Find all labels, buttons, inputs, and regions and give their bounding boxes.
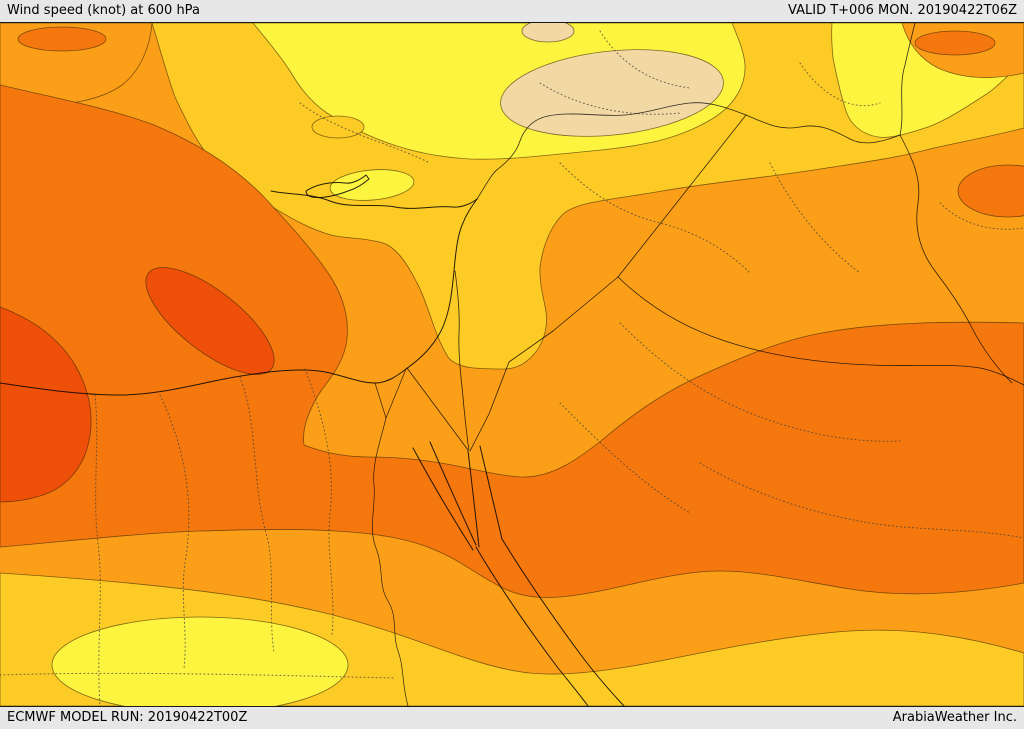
dotted-admin-turkey-north — [599, 30, 691, 89]
band-yellow-southwest — [51, 616, 349, 706]
dotted-admin-iran — [939, 202, 1024, 230]
dotted-admin-saudi-east — [699, 462, 1024, 539]
iran-iraq-border — [899, 134, 1013, 384]
band-dark-orange-main — [0, 84, 1024, 598]
admin-boundaries-dotted — [0, 30, 1024, 706]
turkey-iraq-border — [745, 114, 901, 144]
cyprus-island-outline — [305, 174, 370, 198]
band-red-orange-core-west — [0, 306, 92, 503]
band-red-orange-core-inland — [145, 267, 275, 375]
jordan-saudi-border — [469, 330, 554, 452]
syria-iraq-border — [617, 114, 747, 278]
iraq-saudi-border — [617, 276, 1024, 386]
dotted-admin-iraq — [769, 162, 861, 274]
band-yellow-spot-cyprus — [329, 169, 415, 201]
dotted-admin-egypt-central — [239, 376, 275, 654]
red-sea-west-coast — [475, 546, 589, 706]
country-borders — [406, 23, 1024, 452]
dotted-admin-turkey-west — [299, 102, 431, 164]
dotted-boundary-egypt-libya — [94, 394, 101, 706]
gulf-of-aqaba-west-shore — [467, 450, 480, 548]
band-dark-orange-east-blob — [957, 164, 1024, 218]
iraq-jordan-border — [552, 276, 619, 332]
turkey-iran-border — [899, 23, 916, 136]
model-run-label: ECMWF MODEL RUN: 20190422T00Z — [7, 710, 248, 725]
valid-time-label: VALID T+006 MON. 20190422T06Z — [788, 3, 1017, 18]
river-lines — [372, 368, 409, 706]
dotted-admin-syria — [559, 162, 751, 274]
footer-bar: ECMWF MODEL RUN: 20190422T00Z ArabiaWeat… — [0, 707, 1024, 729]
israel-jordan-border — [454, 270, 470, 451]
map-title: Wind speed (knot) at 600 hPa — [7, 3, 200, 18]
dotted-admin-saudi-west — [559, 402, 691, 514]
red-sea-east-coast — [501, 538, 625, 706]
nile-delta-west-branch — [374, 382, 387, 419]
wind-speed-contour-map — [0, 23, 1024, 706]
turkey-south-coastline — [270, 190, 478, 209]
header-bar: Wind speed (knot) at 600 hPa VALID T+006… — [0, 0, 1024, 22]
band-dark-orange-ne-blob — [914, 30, 996, 56]
nile-delta-east-branch — [385, 368, 407, 419]
band-dark-orange-nw-blob — [17, 26, 107, 52]
gulf-of-suez-east-shore — [429, 441, 477, 546]
egypt-israel-border — [406, 367, 469, 451]
dotted-admin-egypt-west — [159, 394, 190, 669]
weather-map — [0, 22, 1024, 707]
turkey-syria-border — [476, 102, 747, 200]
band-amber-spot — [311, 115, 365, 139]
band-pale-low-small — [521, 23, 575, 43]
dotted-admin-turkey-center — [539, 82, 681, 115]
gulf-of-suez-west-shore — [412, 447, 474, 551]
gulf-of-aqaba-east-shore — [479, 445, 503, 540]
brand-label: ArabiaWeather Inc. — [892, 710, 1017, 725]
dotted-boundary-egypt-sudan — [0, 672, 396, 679]
dotted-admin-egypt-east — [304, 368, 334, 636]
nile-river — [372, 417, 409, 706]
